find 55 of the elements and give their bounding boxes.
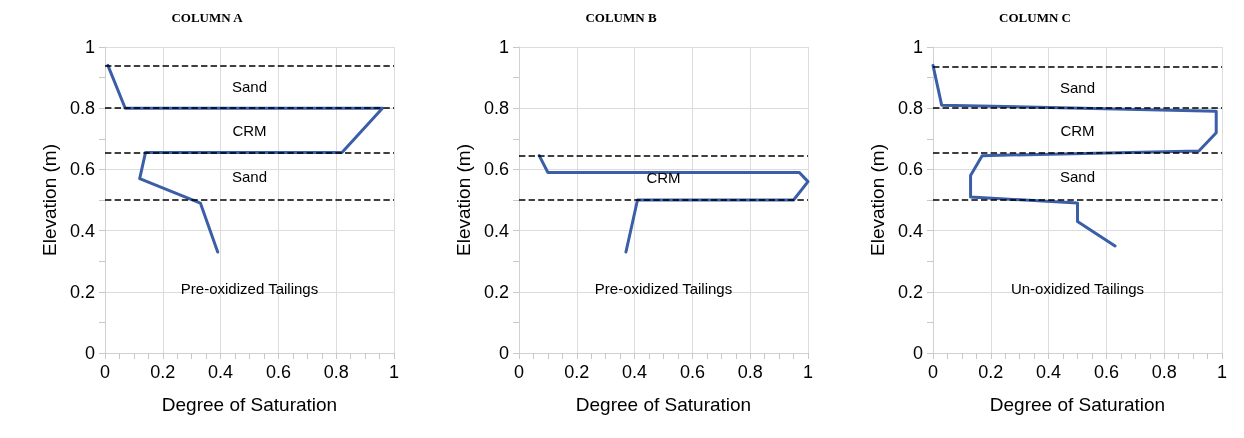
- annotation: Sand: [231, 78, 268, 96]
- y-tick-label: 1: [498, 37, 509, 57]
- annotation: CRM: [646, 169, 681, 187]
- y-tick-label: 0.4: [69, 220, 95, 241]
- x-tick-label: 0.4: [622, 362, 648, 382]
- x-tick-label: 0.2: [150, 362, 176, 382]
- y-tick-label: 0.8: [483, 98, 509, 119]
- x-tick-label: 0.6: [1093, 362, 1119, 382]
- x-tick-label: 1: [1216, 362, 1228, 382]
- x-tick-label: 0.4: [1036, 362, 1062, 382]
- x-tick-label: 0.8: [323, 362, 349, 382]
- y-axis-title: Elevation (m): [453, 144, 475, 256]
- annotation: Sand: [1059, 79, 1096, 97]
- x-axis-title: Degree of Saturation: [161, 394, 338, 415]
- y-tick-label: 0.2: [69, 281, 95, 302]
- x-tick-label: 0: [99, 362, 111, 382]
- x-tick-label: 0.6: [265, 362, 291, 382]
- x-axis-title: Degree of Saturation: [575, 394, 752, 415]
- y-tick-label: 1: [912, 37, 923, 57]
- y-tick-label: 0.4: [483, 220, 509, 241]
- chart-title: COLUMN A: [171, 10, 244, 25]
- annotation: CRM: [232, 121, 267, 139]
- x-axis-title: Degree of Saturation: [989, 394, 1166, 415]
- y-tick-label: 0.4: [897, 220, 923, 241]
- chart-title: COLUMN B: [585, 10, 657, 25]
- x-tick-label: 0: [927, 362, 939, 382]
- annotation: CRM: [1060, 121, 1095, 139]
- chart-title: COLUMN C: [999, 10, 1071, 25]
- x-tick-label: 1: [388, 362, 400, 382]
- y-tick-label: 0: [498, 343, 509, 363]
- x-tick-label: 0.2: [978, 362, 1004, 382]
- x-tick-label: 0: [513, 362, 525, 382]
- annotation: Pre-oxidized Tailings: [594, 280, 733, 298]
- x-tick-label: 0.6: [679, 362, 705, 382]
- x-tick-label: 1: [802, 362, 814, 382]
- x-tick-label: 0.4: [208, 362, 234, 382]
- y-tick-label: 0: [912, 343, 923, 363]
- x-tick-label: 0.8: [737, 362, 763, 382]
- annotation: Un-oxidized Tailings: [1010, 280, 1145, 298]
- x-tick-label: 0.2: [564, 362, 590, 382]
- annotation: Sand: [1059, 167, 1096, 185]
- y-tick-label: 0.6: [483, 159, 509, 180]
- annotation: Sand: [231, 167, 268, 185]
- y-axis-title: Elevation (m): [39, 144, 61, 256]
- y-tick-label: 0.8: [897, 98, 923, 119]
- x-tick-label: 0.8: [1151, 362, 1177, 382]
- y-tick-label: 0.8: [69, 98, 95, 119]
- y-tick-label: 0.6: [69, 159, 95, 180]
- y-tick-label: 0.2: [897, 281, 923, 302]
- y-tick-label: 0.2: [483, 281, 509, 302]
- annotation: Pre-oxidized Tailings: [180, 280, 319, 298]
- y-tick-label: 0: [84, 343, 95, 363]
- y-tick-label: 1: [84, 37, 95, 57]
- y-tick-label: 0.6: [897, 159, 923, 180]
- y-axis-title: Elevation (m): [867, 144, 889, 256]
